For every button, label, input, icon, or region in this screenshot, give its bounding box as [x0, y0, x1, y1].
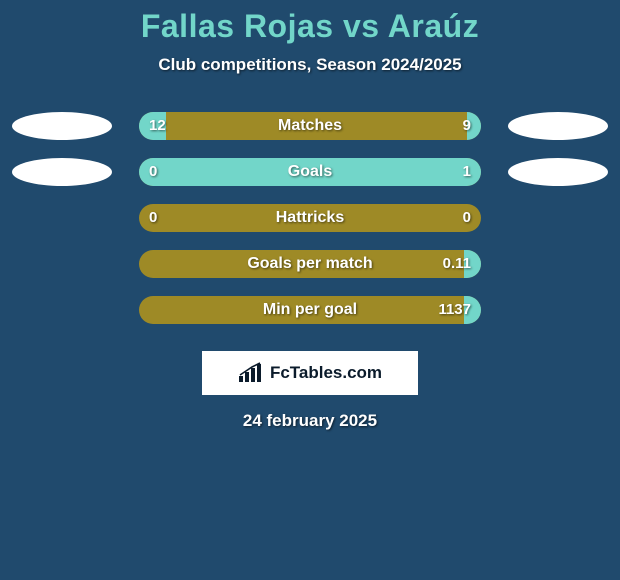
page-title: Fallas Rojas vs Araúz [0, 8, 620, 45]
brand-box: FcTables.com [202, 351, 418, 395]
comparison-row: 0.11Goals per match [0, 241, 620, 287]
stat-label: Matches [139, 112, 481, 140]
bar-fill-right [201, 158, 481, 186]
stat-bar: 0.11Goals per match [139, 250, 481, 278]
subtitle: Club competitions, Season 2024/2025 [0, 55, 620, 75]
date-text: 24 february 2025 [0, 411, 620, 431]
player-marker-right [508, 112, 608, 140]
content-container: Fallas Rojas vs Araúz Club competitions,… [0, 0, 620, 431]
comparison-row: 0 0Hattricks [0, 195, 620, 241]
bars-icon [238, 362, 266, 384]
stat-bar: 1137Min per goal [139, 296, 481, 324]
comparison-row: 01Goals [0, 149, 620, 195]
stat-label: Hattricks [139, 204, 481, 232]
bar-fill-left [139, 158, 201, 186]
stat-label: Goals per match [139, 250, 481, 278]
bar-fill-right [467, 112, 481, 140]
brand-text: FcTables.com [270, 363, 382, 383]
bar-fill-right [464, 296, 481, 324]
comparison-rows: 129Matches 01Goals 0 0Hattricks 0.11Goals pe… [0, 103, 620, 333]
player-marker-left [12, 158, 112, 186]
stat-bar: 0 0Hattricks [139, 204, 481, 232]
stat-value-right: 0 [463, 204, 471, 232]
stat-label: Min per goal [139, 296, 481, 324]
player-marker-right [508, 158, 608, 186]
stat-bar: 01Goals [139, 158, 481, 186]
comparison-row: 129Matches [0, 103, 620, 149]
bar-fill-left [139, 112, 166, 140]
bar-fill-right [464, 250, 481, 278]
player-marker-left [12, 112, 112, 140]
stat-bar: 129Matches [139, 112, 481, 140]
stat-value-left: 0 [149, 204, 157, 232]
comparison-row: 1137Min per goal [0, 287, 620, 333]
